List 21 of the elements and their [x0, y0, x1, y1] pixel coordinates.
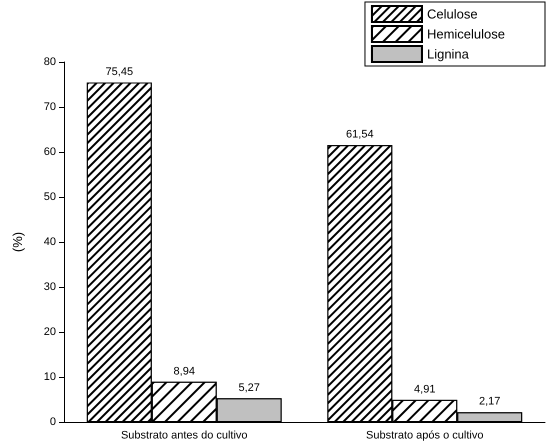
y-tick-label: 20 — [44, 326, 56, 338]
y-tick-label: 60 — [44, 146, 56, 158]
y-tick-label: 50 — [44, 191, 56, 203]
data-label: 61,54 — [346, 128, 374, 141]
x-tick-label: Substrato antes do cultivo — [120, 430, 248, 442]
data-label: 2,17 — [478, 396, 500, 408]
y-tick-label: 30 — [44, 281, 56, 293]
legend-label: Celulose — [426, 6, 478, 22]
data-label: 5,27 — [238, 382, 260, 394]
y-axis-title: (%) — [10, 232, 25, 252]
y-tick-label: 80 — [44, 56, 56, 68]
data-label: 4,91 — [414, 383, 436, 396]
y-tick-label: 0 — [50, 416, 56, 428]
data-label: 75,45 — [106, 66, 134, 78]
y-tick-label: 40 — [44, 236, 56, 248]
legend-label: Lignina — [426, 46, 470, 62]
y-tick-label: 10 — [44, 371, 56, 383]
x-tick-label: Substrato após o cultivo — [366, 430, 484, 442]
data-label: 8,94 — [174, 365, 195, 378]
legend-label: Hemicelulose — [426, 26, 506, 42]
y-tick-label: 70 — [44, 101, 56, 113]
